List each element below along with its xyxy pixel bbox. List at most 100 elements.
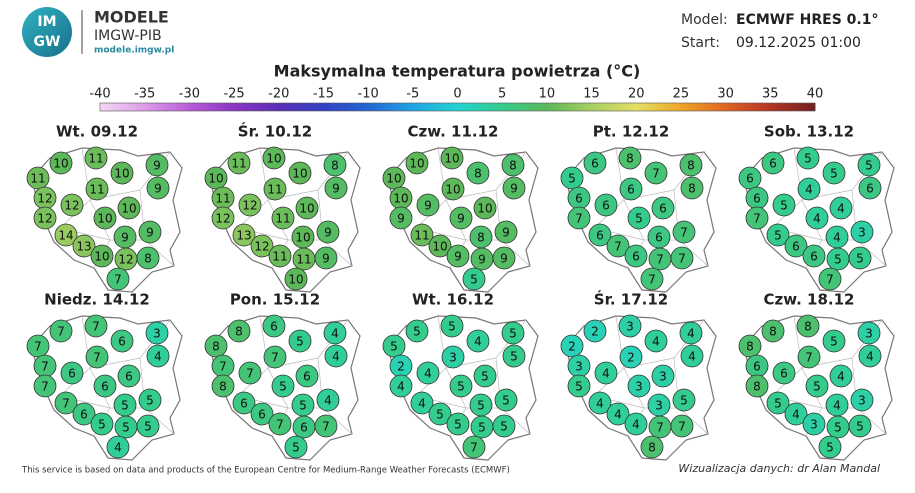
temperature-value: 3	[626, 320, 634, 334]
temperature-point	[494, 220, 518, 244]
temperature-point	[745, 206, 769, 230]
temperature-point	[26, 166, 50, 190]
temperature-value: 5	[575, 380, 583, 394]
temperature-point	[250, 402, 274, 426]
temperature-point	[462, 435, 486, 459]
temperature-value: 5	[680, 394, 688, 408]
temperature-point	[428, 402, 452, 426]
temperature-value: 3	[655, 399, 663, 413]
temperature-value: 4	[632, 418, 640, 432]
colorbar-label: 35	[762, 87, 779, 102]
temperature-point	[796, 146, 820, 170]
temperature-point	[323, 153, 347, 177]
temperature-value: 4	[792, 408, 800, 422]
temperature-value: 6	[753, 360, 761, 374]
temperature-point	[110, 161, 134, 185]
title: Maksymalna temperatura powietrza (°C)	[274, 62, 641, 81]
temperature-point	[822, 161, 846, 185]
temperature-value: 6	[655, 231, 663, 245]
colorbar-segment	[680, 103, 727, 111]
temperature-value: 7	[92, 320, 100, 334]
temperature-point	[288, 329, 312, 353]
temperature-point	[618, 314, 642, 338]
temperature-point	[117, 364, 141, 388]
temperature-value: 8	[688, 182, 696, 196]
temperature-value: 10	[409, 157, 424, 171]
temperature-point	[848, 414, 872, 438]
temperature-value: 12	[64, 199, 79, 213]
temperature-value: 6	[596, 229, 604, 243]
temperature-value: 10	[393, 192, 408, 206]
temperature-point	[84, 314, 108, 338]
temperature-point	[250, 234, 274, 258]
logo-text: GW	[34, 34, 61, 50]
temperature-point	[619, 345, 643, 369]
temperature-value: 3	[575, 360, 583, 374]
temperature-point	[818, 435, 842, 459]
temperature-point	[405, 319, 429, 343]
temperature-point	[90, 412, 114, 436]
temperature-point	[211, 374, 235, 398]
temperature-point	[606, 402, 630, 426]
colorbar-label: 20	[628, 87, 645, 102]
temperature-value: 4	[833, 399, 841, 413]
temperature-value: 8	[753, 380, 761, 394]
temperature-point	[567, 206, 591, 230]
url[interactable]: modele.imgw.pl	[94, 46, 174, 56]
temperature-point	[624, 412, 648, 436]
temperature-value: 3	[659, 370, 667, 384]
temperature-value: 5	[635, 212, 643, 226]
temperature-value: 11	[275, 212, 290, 226]
temperature-value: 3	[858, 394, 866, 408]
temperature-point	[462, 267, 486, 291]
temperature-point	[314, 246, 338, 270]
temperature-point	[284, 435, 308, 459]
temperature-point	[316, 220, 340, 244]
colorbar-segment	[323, 103, 369, 111]
temperature-value: 8	[509, 159, 517, 173]
temperature-value: 6	[101, 380, 109, 394]
temperature-point	[672, 388, 696, 412]
temperature-point	[594, 361, 618, 385]
temperature-value: 4	[114, 441, 122, 455]
model-label: Model:	[681, 12, 728, 28]
temperature-value: 5	[509, 327, 517, 341]
temperature-point	[416, 193, 440, 217]
day-label: Śr. 17.12	[594, 290, 668, 309]
temperature-point	[857, 153, 881, 177]
temperature-point	[204, 334, 228, 358]
temperature-value: 7	[41, 380, 49, 394]
temperature-value: 10	[444, 152, 459, 166]
temperature-value: 7	[114, 273, 122, 287]
temperature-point	[679, 153, 703, 177]
temperature-point	[644, 329, 668, 353]
temperature-value: 3	[635, 380, 643, 394]
temperature-point	[382, 166, 406, 190]
temperature-point	[416, 361, 440, 385]
temperature-value: 7	[41, 360, 49, 374]
colorbar-segment	[144, 103, 190, 111]
temperature-point	[473, 364, 497, 388]
temperature-point	[49, 151, 73, 175]
colorbar-label: 15	[583, 87, 600, 102]
temperature-point	[72, 234, 96, 258]
temperature-point	[138, 388, 162, 412]
temperature-point	[117, 196, 141, 220]
temperature-value: 10	[299, 202, 314, 216]
temperature-value: 14	[58, 229, 73, 243]
temperature-value: 13	[76, 240, 91, 254]
temperature-value: 12	[215, 212, 230, 226]
temperature-value: 6	[632, 250, 640, 264]
temperature-value: 5	[774, 229, 782, 243]
temperature-value: 7	[219, 360, 227, 374]
day-label: Czw. 18.12	[763, 291, 854, 309]
temperature-value: 7	[276, 418, 284, 432]
temperature-value: 7	[753, 212, 761, 226]
temperature-value: 10	[208, 172, 223, 186]
temperature-value: 5	[146, 394, 154, 408]
temperature-point	[797, 177, 821, 201]
temperature-value: 8	[804, 320, 812, 334]
temperature-value: 10	[445, 183, 460, 197]
colorbar-label: -10	[358, 87, 379, 102]
temperature-value: 5	[804, 152, 812, 166]
